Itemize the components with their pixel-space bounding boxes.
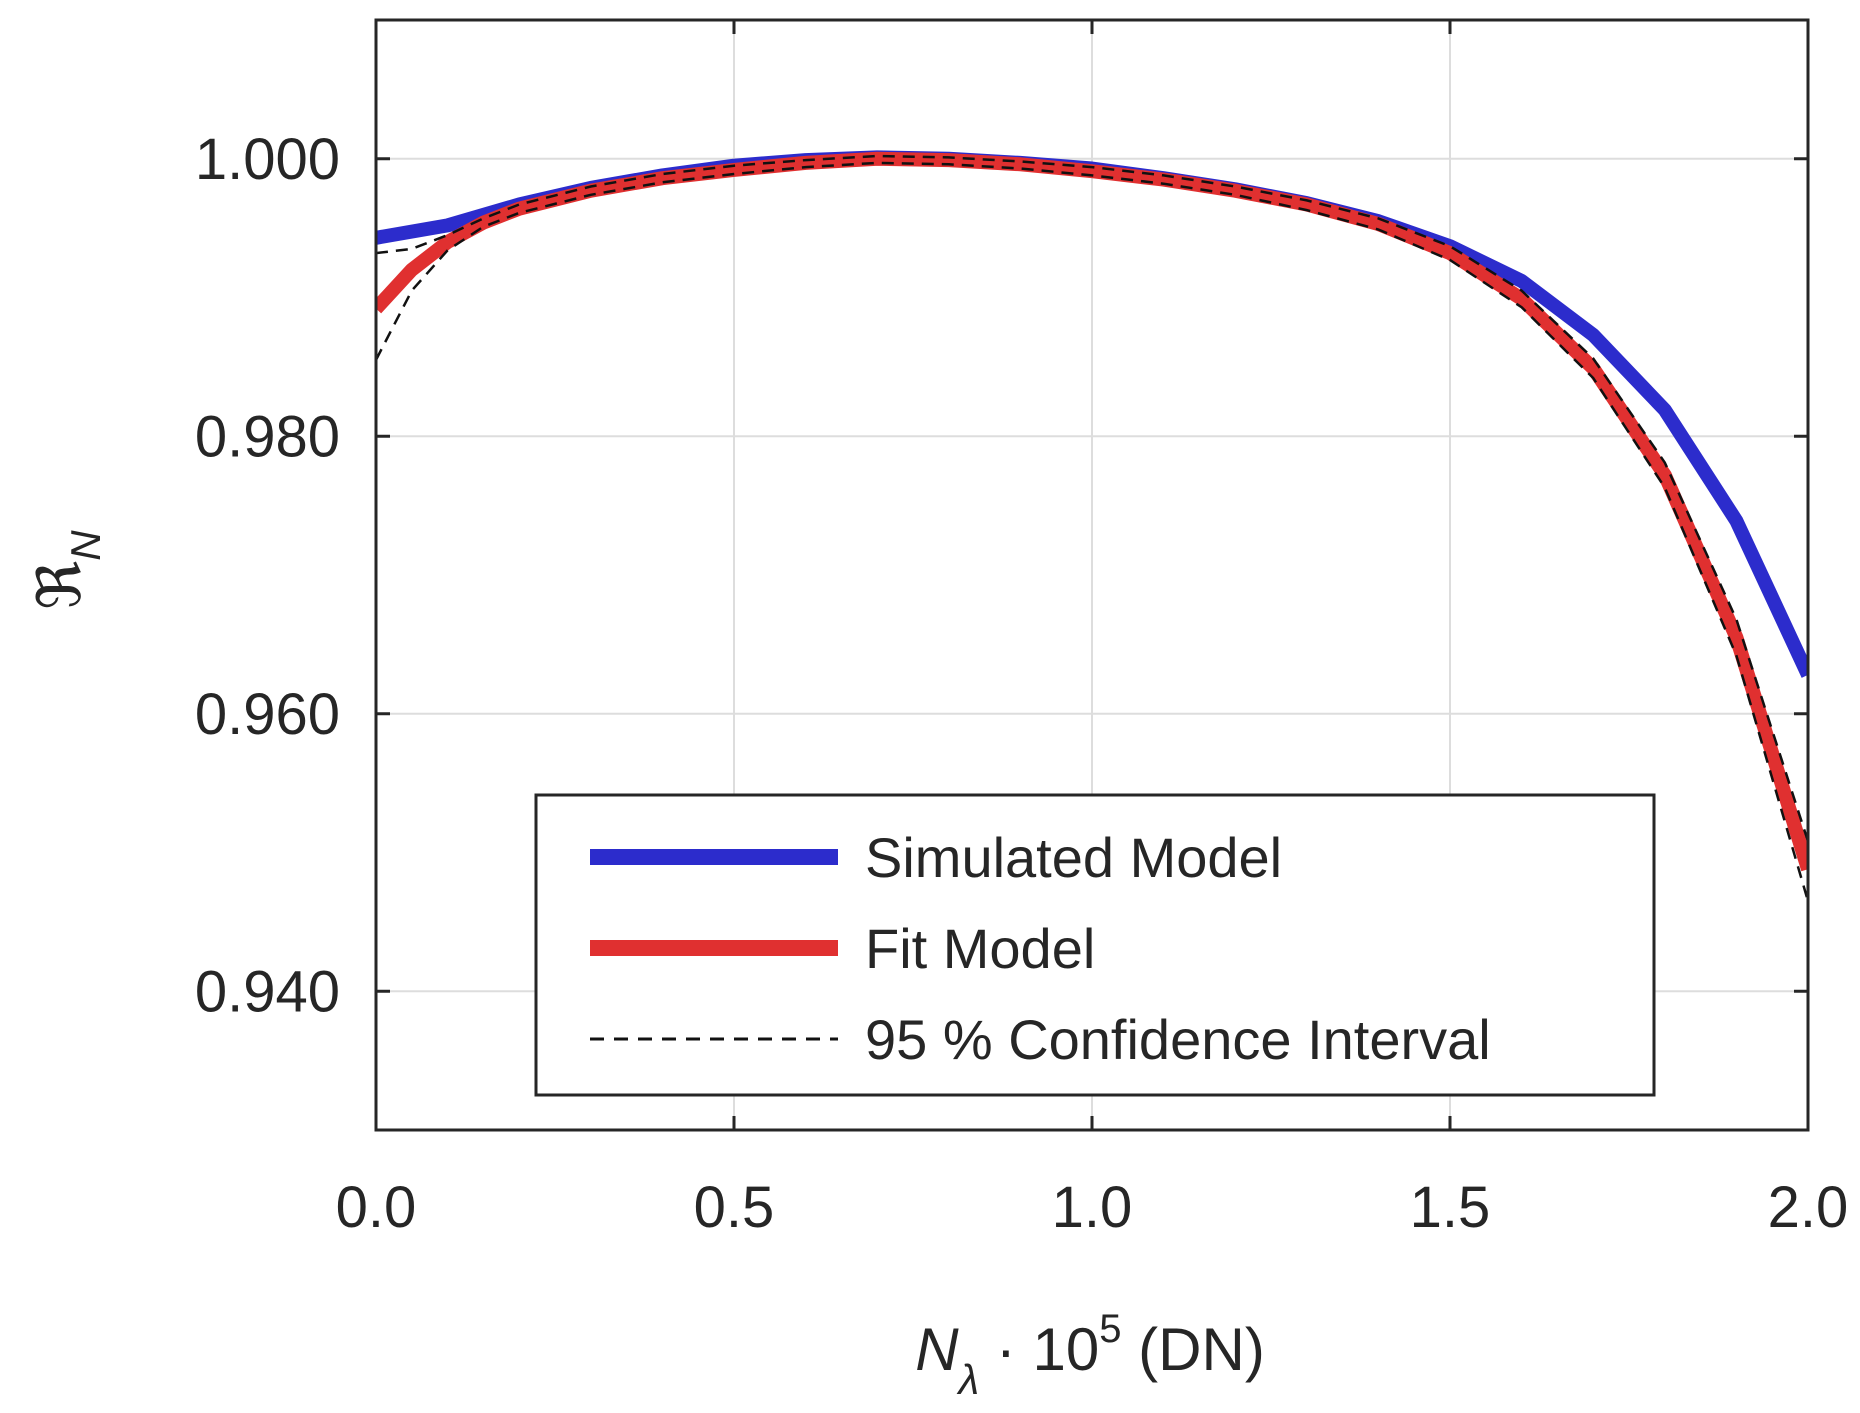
legend-label-ci: 95 % Confidence Interval: [865, 1008, 1491, 1071]
y-axis-label-main: ℜ: [25, 561, 95, 610]
legend-label-simulated: Simulated Model: [865, 826, 1282, 889]
y-tick-label: 0.960: [195, 682, 340, 747]
x-axis-label-sub: λ: [957, 1356, 980, 1403]
x-axis-label-end: (DN): [1122, 1316, 1265, 1383]
x-axis-label-main: N: [915, 1316, 959, 1383]
x-axis-label: Nλ · 105 (DN): [915, 1307, 1265, 1403]
x-tick-label: 1.5: [1410, 1175, 1491, 1240]
legend: Simulated Model Fit Model 95 % Confidenc…: [534, 793, 1656, 1097]
y-axis-label-sub: N: [62, 530, 109, 561]
y-tick-label: 0.940: [195, 959, 340, 1024]
series-group: [376, 150, 1808, 902]
legend-label-fit: Fit Model: [865, 917, 1095, 980]
x-axis-label-mid: · 10: [979, 1316, 1099, 1383]
tick-labels: 0.0 0.5 1.0 1.5 2.0 0.940 0.960 0.980 1.000: [195, 127, 1848, 1240]
x-tick-label: 0.5: [694, 1175, 775, 1240]
x-tick-label: 2.0: [1768, 1175, 1849, 1240]
series-line-fit-model: [376, 151, 1808, 872]
x-tick-label: 0.0: [336, 1175, 417, 1240]
ticks: [374, 20, 1810, 1130]
y-tick-label: 0.980: [195, 404, 340, 469]
y-axis-label: ℜN: [25, 530, 109, 610]
y-tick-label: 1.000: [195, 127, 340, 192]
series-line-confidence-lower: [376, 161, 1808, 902]
x-tick-label: 1.0: [1052, 1175, 1133, 1240]
x-axis-label-sup: 5: [1099, 1307, 1121, 1351]
